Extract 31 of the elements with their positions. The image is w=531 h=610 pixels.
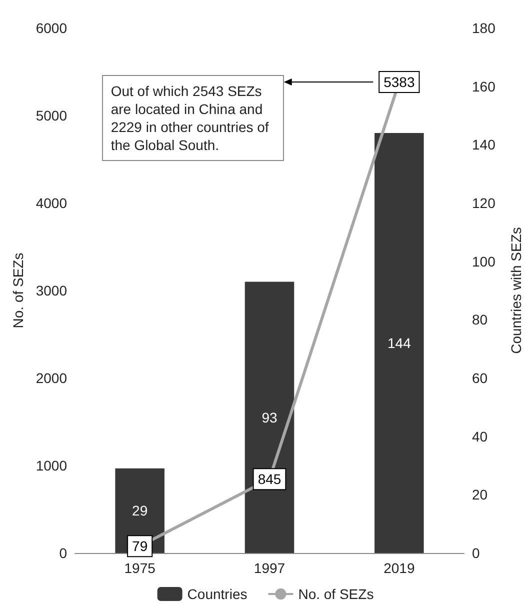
y2-tick-label: 0 [472,545,480,561]
y2-tick-label: 160 [472,78,496,94]
data-label: 144 [387,335,412,351]
y2-tick-label: 20 [472,486,488,503]
y-axis-title: No. of SEZs [10,252,26,328]
y2-tick-label: 140 [472,136,496,153]
y-tick-label: 6000 [36,20,68,36]
x-tick-label: 1975 [124,560,156,576]
y-tick-label: 2000 [36,370,68,386]
x-tick-label: 1997 [254,560,286,576]
y-tick-label: 3000 [36,282,68,298]
legend-label: Countries [187,586,248,602]
y2-tick-label: 120 [472,195,496,211]
data-label: 79 [132,538,148,554]
y2-tick-label: 180 [472,20,496,36]
data-label: 29 [132,502,148,519]
y2-tick-label: 100 [472,253,496,270]
legend-label: No. of SEZs [298,586,374,602]
y2-tick-label: 40 [472,428,488,444]
y2-axis-title: Countries with SEZs [508,227,524,354]
annotation: Out of which 2543 SEZs are located in China and 2229 in other countries of the Global South. [102,75,284,161]
y-tick-label: 0 [59,545,68,561]
data-label: 93 [262,409,278,426]
bar [244,282,294,553]
y-tick-label: 4000 [36,195,68,211]
x-tick-label: 2019 [384,560,415,576]
y2-tick-label: 80 [472,312,488,328]
y-tick-label: 5000 [36,108,68,124]
y2-tick-label: 60 [472,370,488,386]
bar [374,133,424,553]
y-tick-label: 1000 [36,458,68,474]
